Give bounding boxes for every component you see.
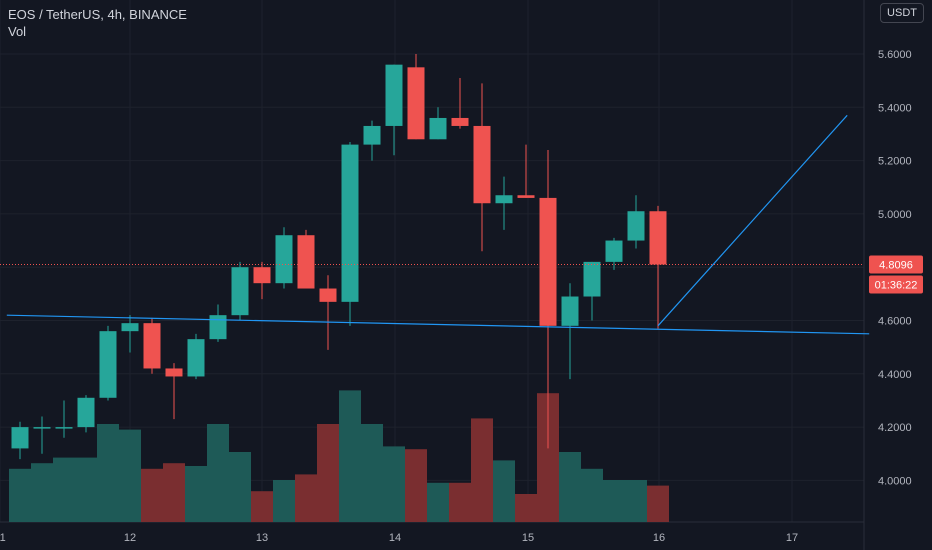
symbol-title: EOS / TetherUS, 4h, BINANCE — [8, 7, 187, 22]
y-tick-label: 4.2000 — [878, 422, 912, 434]
volume-bar — [471, 418, 493, 522]
candle-body — [649, 211, 667, 265]
candle-body — [583, 261, 601, 297]
candle-body — [33, 427, 51, 429]
volume-bar — [273, 480, 295, 522]
volume-bar — [625, 480, 647, 522]
volume-bar — [141, 468, 163, 522]
candle-body — [187, 339, 205, 377]
y-tick-label: 4.4000 — [878, 369, 912, 381]
volume-bar — [339, 390, 361, 522]
price-badges: 4.8096 01:36:22 — [869, 255, 923, 294]
volume-bar — [603, 480, 625, 522]
candle-body — [231, 267, 249, 316]
volume-bar — [229, 452, 251, 522]
y-tick-label: 4.6000 — [878, 316, 912, 328]
x-tick-label: 17 — [786, 532, 798, 544]
candle-body — [99, 331, 117, 398]
candle-body — [627, 211, 645, 241]
volume-bar — [405, 449, 427, 522]
volume-bar — [163, 463, 185, 522]
trendline — [657, 114, 848, 327]
volume-bar — [207, 424, 229, 522]
candle-body — [407, 67, 425, 140]
candle-body — [297, 235, 315, 289]
volume-bar — [53, 457, 75, 522]
candle-body — [319, 288, 337, 302]
trendline — [6, 314, 870, 335]
candle-body — [55, 427, 73, 429]
volume-bar — [647, 485, 669, 522]
candlesticks — [11, 54, 667, 460]
candle-body — [275, 235, 293, 284]
x-tick-label: 14 — [389, 532, 401, 544]
volume-bar — [75, 457, 97, 522]
candle-body — [539, 197, 557, 326]
candle-body — [11, 427, 29, 449]
candle-body — [165, 368, 183, 377]
bar-countdown: 01:36:22 — [875, 280, 918, 292]
volume-bar — [31, 463, 53, 522]
candle-body — [605, 240, 623, 262]
volume-bar — [185, 466, 207, 522]
volume-bar — [295, 474, 317, 522]
y-tick-label: 5.4000 — [878, 102, 912, 114]
trendlines — [0, 114, 870, 335]
candle-body — [341, 144, 359, 302]
candle-body — [209, 315, 227, 340]
candle-body — [473, 125, 491, 204]
candle-body — [495, 195, 513, 204]
candle-body — [77, 397, 95, 428]
candle-body — [253, 267, 271, 284]
y-tick-label: 5.0000 — [878, 209, 912, 221]
candle-body — [385, 64, 403, 126]
chart-legend: EOS / TetherUS, 4h, BINANCE Vol — [8, 6, 187, 40]
countdown-badge — [869, 275, 923, 294]
volume-bar — [9, 468, 31, 522]
y-tick-label: 5.6000 — [878, 49, 912, 61]
candle-body — [121, 323, 139, 332]
candle-body — [517, 195, 535, 198]
candle-body — [561, 296, 579, 326]
volume-bar — [515, 494, 537, 522]
x-tick-label: 13 — [256, 532, 268, 544]
x-tick-label: 15 — [522, 532, 534, 544]
currency-button[interactable]: USDT — [880, 3, 924, 23]
volume-bar — [493, 460, 515, 522]
volume-bar — [361, 424, 383, 522]
volume-bar — [119, 429, 141, 522]
volume-bars — [9, 390, 669, 522]
y-tick-label: 4.0000 — [878, 475, 912, 487]
x-tick-label: 11 — [0, 532, 6, 544]
volume-bar — [383, 446, 405, 522]
y-tick-label: 5.2000 — [878, 156, 912, 168]
volume-bar — [97, 424, 119, 522]
x-tick-label: 16 — [653, 532, 665, 544]
volume-bar — [317, 424, 339, 522]
volume-bar — [581, 468, 603, 522]
volume-bar — [427, 482, 449, 522]
last-price-badge — [869, 255, 923, 274]
candle-body — [363, 125, 381, 145]
time-axis: 11 12 13 14 15 16 17 — [0, 532, 798, 544]
x-tick-label: 12 — [124, 532, 136, 544]
candle-body — [451, 117, 469, 126]
volume-bar — [559, 452, 581, 522]
volume-bar — [251, 491, 273, 522]
volume-bar — [537, 393, 559, 522]
volume-indicator-label: Vol — [8, 24, 27, 39]
candle-body — [429, 117, 447, 140]
volume-bar — [449, 482, 471, 522]
last-price-value: 4.8096 — [879, 260, 913, 272]
candle-body — [143, 323, 161, 369]
